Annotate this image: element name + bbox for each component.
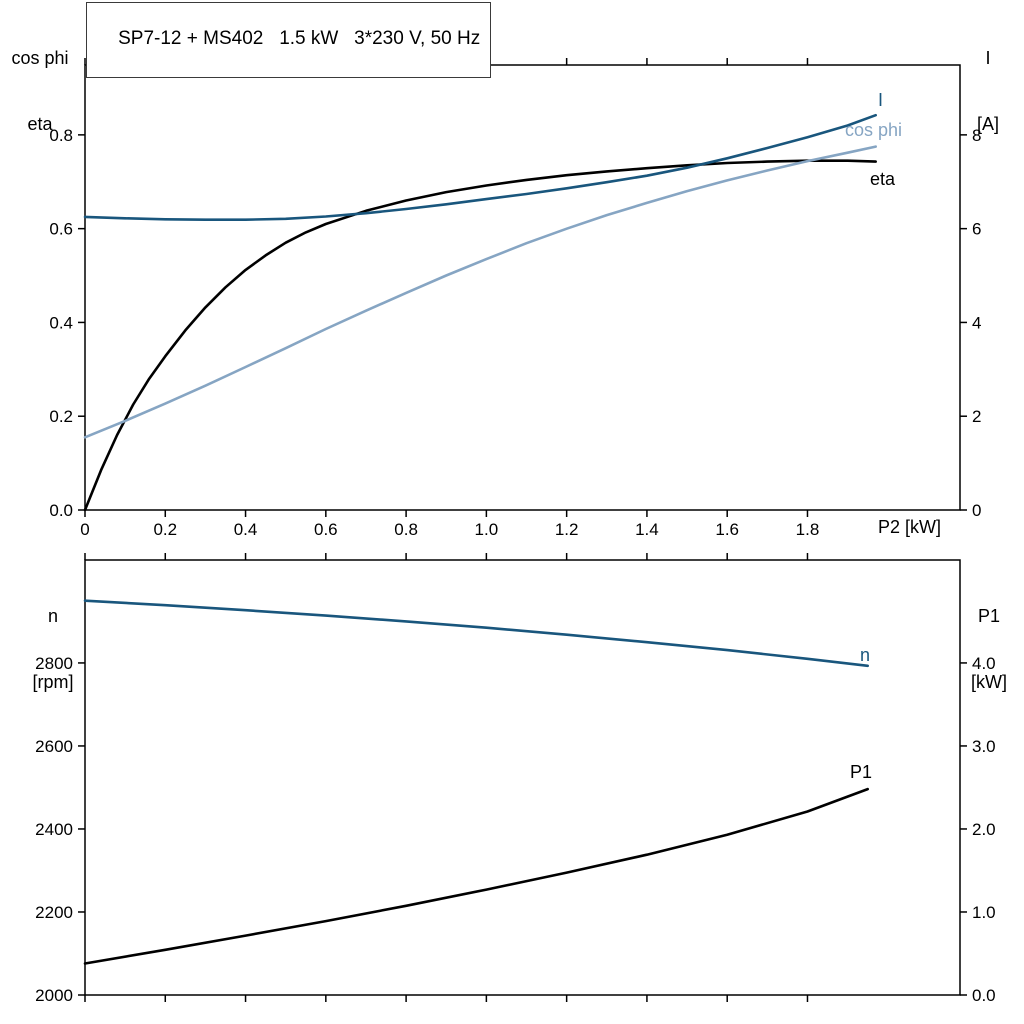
x-tick-label: 1.8 (796, 520, 820, 539)
x-tick-label: 0 (80, 520, 89, 539)
curve-cos-phi (83, 145, 878, 439)
x-tick-label: 0.2 (153, 520, 177, 539)
right-tick-label: 3.0 (972, 737, 996, 756)
right-tick-label: 8 (972, 126, 981, 145)
x-tick-label: 0.4 (234, 520, 258, 539)
left-axis-title-bottom-chart: n [rpm] (20, 561, 86, 737)
curve-current-I (83, 113, 878, 221)
left-tick-label: 2800 (35, 654, 73, 673)
curve-label-current: I (878, 90, 884, 110)
left-axis-title-line1: cos phi (11, 48, 69, 68)
x-tick-label: 0.6 (314, 520, 338, 539)
x-tick-label: 1.2 (555, 520, 579, 539)
left-tick-label: 0.6 (49, 220, 73, 239)
curve-label-eta: eta (870, 169, 896, 189)
plot-frame (84, 559, 961, 996)
left-tick-label: 2400 (35, 820, 73, 839)
curve-input-power-P1 (83, 787, 870, 965)
right-axis-title-bottom-chart: P1 [kW] (960, 561, 1018, 737)
left-axis-title-line2: [rpm] (32, 672, 74, 692)
curve-speed-n (83, 599, 870, 668)
x-tick-label: 1.6 (715, 520, 739, 539)
curve-label-speed: n (860, 645, 871, 665)
left-axis-title-line1: n (47, 606, 58, 626)
left-tick-label: 2600 (35, 737, 73, 756)
x-axis-label: P2 [kW] (878, 517, 942, 537)
x-tick-label: 1.0 (475, 520, 499, 539)
x-tick-label: 0.8 (394, 520, 418, 539)
left-tick-label: 0.0 (49, 501, 73, 520)
right-tick-label: 4.0 (972, 654, 996, 673)
curve-label-cos-phi: cos phi (845, 120, 903, 140)
right-axis-title-line1: I (985, 48, 991, 68)
x-tick-label: 1.4 (635, 520, 659, 539)
curve-eta (83, 159, 878, 512)
left-tick-label: 0.4 (49, 313, 73, 332)
left-tick-label: 0.8 (49, 126, 73, 145)
right-tick-label: 2.0 (972, 820, 996, 839)
right-tick-label: 0 (972, 501, 981, 520)
left-tick-label: 0.2 (49, 407, 73, 426)
right-tick-label: 6 (972, 220, 981, 239)
left-tick-label: 2000 (35, 986, 73, 1005)
chart-title-box: SP7-12 + MS402 1.5 kW 3*230 V, 50 Hz (86, 2, 492, 78)
right-tick-label: 1.0 (972, 903, 996, 922)
left-axis-title-top-chart: cos phi eta (2, 3, 78, 179)
right-tick-label: 0.0 (972, 986, 996, 1005)
right-axis-title-line2: [A] (976, 114, 999, 134)
chart-title: SP7-12 + MS402 1.5 kW 3*230 V, 50 Hz (118, 28, 481, 49)
plot-frame (84, 64, 961, 511)
right-tick-label: 2 (972, 407, 981, 426)
left-axis-title-line2: eta (27, 114, 53, 134)
right-tick-label: 4 (972, 313, 981, 332)
right-axis-title-top-chart: I [A] (960, 3, 1016, 179)
right-axis-title-line1: P1 (977, 606, 1001, 626)
right-axis-title-line2: [kW] (971, 672, 1007, 692)
curve-label-input-power: P1 (850, 762, 873, 782)
left-tick-label: 2200 (35, 903, 73, 922)
